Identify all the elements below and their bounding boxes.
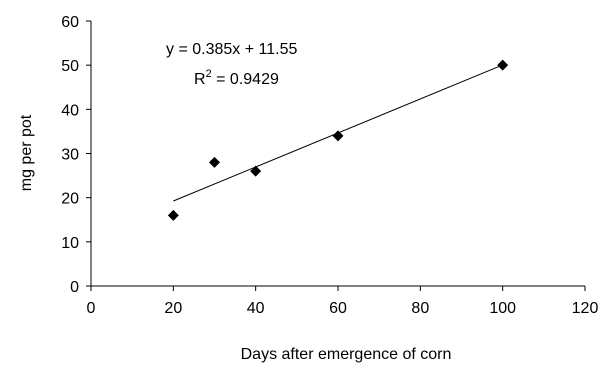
r-squared-suffix: = 0.9429 — [212, 71, 279, 88]
y-tick-label: 30 — [61, 147, 79, 164]
y-tick-label: 50 — [61, 58, 79, 75]
x-tick-label: 80 — [411, 300, 429, 317]
y-tick-label: 40 — [61, 102, 79, 119]
data-point — [209, 156, 220, 168]
x-tick-label: 120 — [572, 300, 599, 317]
x-ticks: 0 20 40 60 80 100 120 — [87, 286, 599, 317]
x-axis-title: Days after emergence of corn — [241, 346, 452, 363]
data-point — [167, 209, 179, 221]
data-point — [497, 59, 509, 71]
y-ticks: 0 10 20 30 40 50 60 — [61, 14, 91, 296]
data-point — [332, 130, 344, 142]
r-squared-prefix: R — [194, 71, 206, 88]
x-tick-label: 60 — [329, 300, 347, 317]
y-tick-label: 20 — [61, 191, 79, 208]
data-points — [167, 59, 509, 221]
trendline-equation: y = 0.385x + 11.55 — [166, 41, 297, 58]
y-tick-label: 10 — [61, 235, 79, 252]
y-tick-label: 0 — [70, 279, 79, 296]
axes — [90, 21, 585, 287]
x-tick-label: 20 — [164, 300, 182, 317]
r-squared-superscript: 2 — [206, 68, 212, 80]
r-squared-label: R2 = 0.9429 — [194, 68, 279, 88]
x-tick-label: 100 — [489, 300, 516, 317]
y-tick-label: 60 — [61, 14, 79, 31]
x-tick-label: 40 — [247, 300, 265, 317]
x-tick-label: 0 — [87, 300, 96, 317]
data-point — [250, 165, 262, 177]
y-axis-title: mg per pot — [18, 114, 35, 191]
